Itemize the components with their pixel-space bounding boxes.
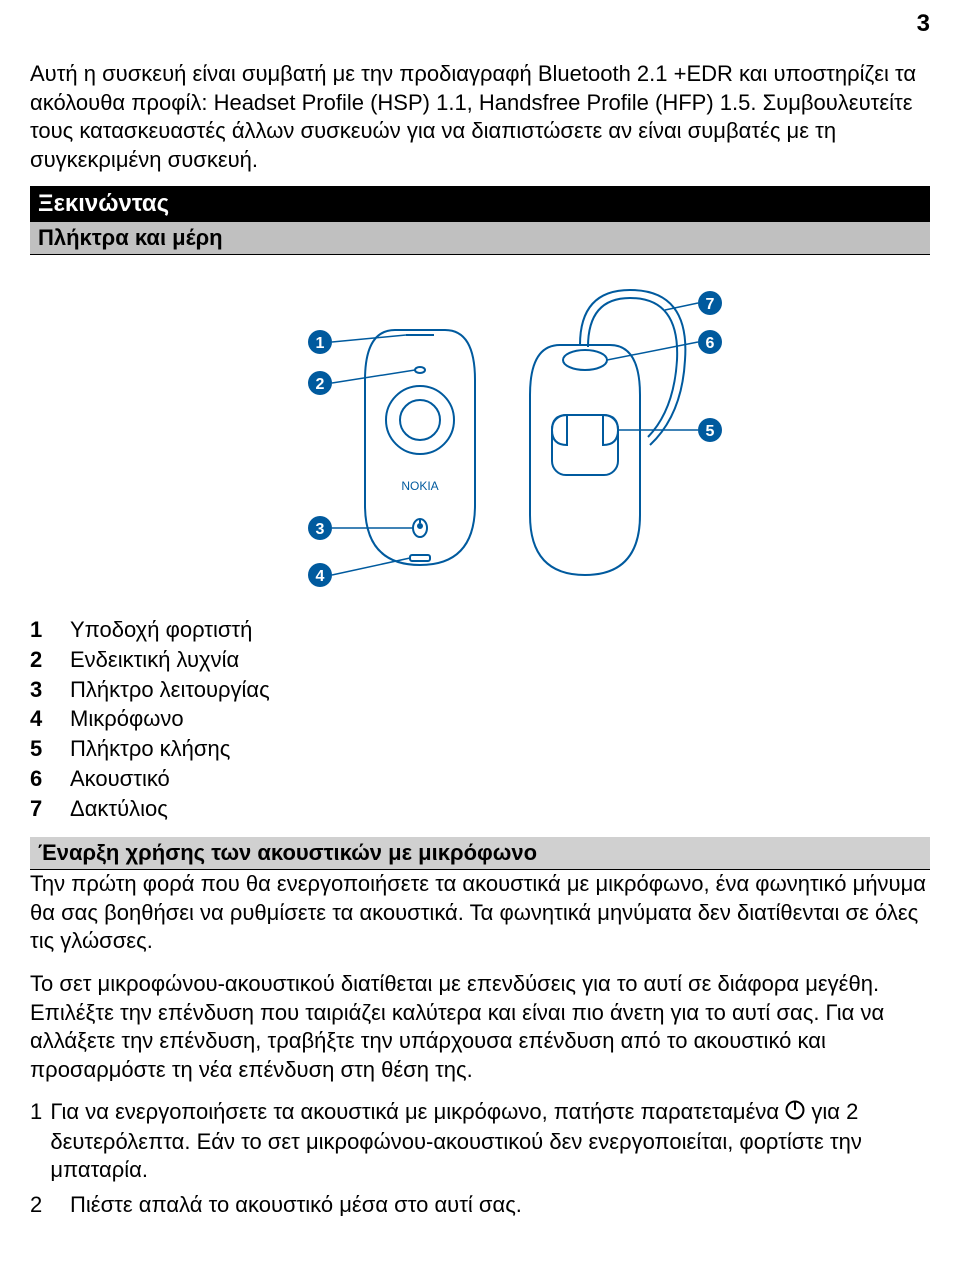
svg-text:2: 2 xyxy=(316,376,325,393)
body-paragraph: Την πρώτη φορά που θα ενεργοποιήσετε τα … xyxy=(30,870,930,956)
list-item: 4Μικρόφωνο xyxy=(30,704,930,734)
list-item: 2Ενδεικτική λυχνία xyxy=(30,645,930,675)
list-item: 6Ακουστικό xyxy=(30,764,930,794)
svg-text:5: 5 xyxy=(706,423,715,440)
list-item: 2 Πιέστε απαλά το ακουστικό μέσα στο αυτ… xyxy=(30,1191,930,1220)
svg-text:1: 1 xyxy=(316,335,325,352)
list-item: 3Πλήκτρο λειτουργίας xyxy=(30,675,930,705)
svg-text:6: 6 xyxy=(706,335,715,352)
headset-diagram-svg: NOKIA 1 2 3 xyxy=(220,275,740,605)
page-number: 3 xyxy=(917,10,930,38)
list-item: 1Υποδοχή φορτιστή xyxy=(30,615,930,645)
subsection-heading-start: Έναρξη χρήσης των ακουστικών με μικρόφων… xyxy=(30,837,930,870)
intro-paragraph: Αυτή η συσκευή είναι συμβατή με την προδ… xyxy=(30,60,930,174)
list-item: 1 Για να ενεργοποιήσετε τα ακουστικά με … xyxy=(30,1098,930,1185)
svg-text:3: 3 xyxy=(316,521,325,538)
step-list: 1 Για να ενεργοποιήσετε τα ακουστικά με … xyxy=(30,1098,930,1219)
subsection-heading-parts: Πλήκτρα και μέρη xyxy=(30,222,930,255)
section-heading: Ξεκινώντας xyxy=(30,186,930,222)
body-paragraph: Το σετ μικροφώνου-ακουστικού διατίθεται … xyxy=(30,970,930,1084)
brand-label: NOKIA xyxy=(401,479,438,493)
power-icon xyxy=(785,1099,805,1128)
list-item: 5Πλήκτρο κλήσης xyxy=(30,734,930,764)
svg-text:4: 4 xyxy=(316,568,325,585)
svg-text:7: 7 xyxy=(706,296,715,313)
parts-list: 1Υποδοχή φορτιστή 2Ενδεικτική λυχνία 3Πλ… xyxy=(30,615,930,823)
list-item: 7Δακτύλιος xyxy=(30,794,930,824)
parts-diagram: NOKIA 1 2 3 xyxy=(30,255,930,615)
